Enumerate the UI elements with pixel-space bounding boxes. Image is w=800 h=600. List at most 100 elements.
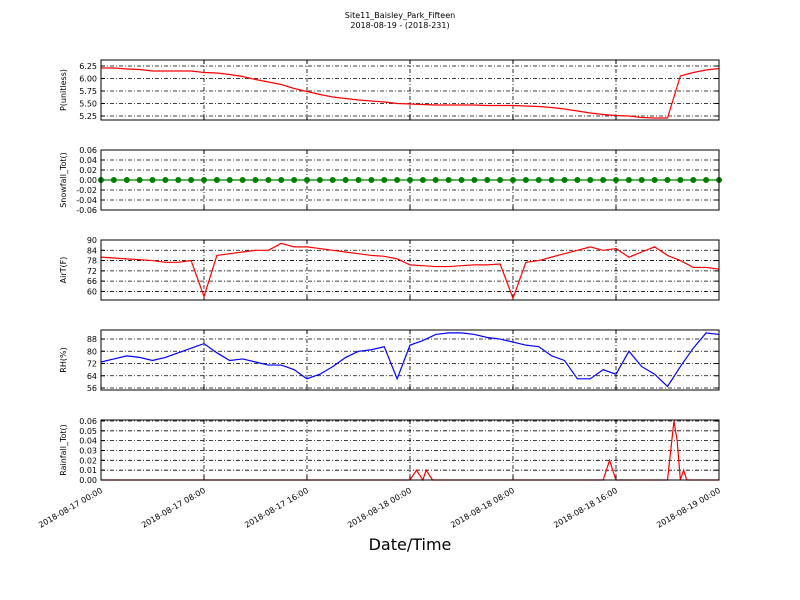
- series-marker: [265, 177, 272, 183]
- y-tick-label: 0.06: [79, 417, 97, 426]
- plot-frame: [100, 149, 720, 211]
- plot-frame: [100, 59, 720, 121]
- y-tick-label: 0.00: [79, 176, 97, 185]
- y-tick-label: 6.25: [79, 62, 97, 71]
- y-tick-label: -0.04: [76, 196, 97, 205]
- series-marker: [407, 177, 413, 183]
- series-marker: [613, 177, 619, 183]
- series-marker: [497, 177, 504, 183]
- series-marker: [291, 177, 298, 183]
- y-tick-label: 0.04: [79, 156, 97, 165]
- series-marker: [394, 177, 401, 183]
- y-tick-label: 0.06: [79, 146, 97, 155]
- series-marker: [522, 177, 529, 183]
- series-marker: [355, 177, 362, 183]
- x-tick-label: 2018-08-18 08:00: [449, 486, 516, 530]
- y-tick-label: -0.02: [76, 186, 97, 195]
- y-axis-label: Snowfall_Tot(): [59, 152, 68, 208]
- y-tick-label: 0.02: [79, 456, 97, 465]
- y-tick-label: 64: [87, 372, 97, 381]
- series-marker: [162, 177, 169, 183]
- series-line: [101, 420, 719, 482]
- series-marker: [136, 177, 143, 183]
- series-line: [100, 242, 720, 301]
- plot-frame: [100, 239, 720, 301]
- y-tick-label: 72: [87, 267, 97, 276]
- series-line: [100, 332, 720, 388]
- series-marker: [368, 177, 375, 183]
- plot-frame: [100, 329, 720, 391]
- series-marker: [123, 177, 130, 183]
- series-marker: [458, 177, 465, 183]
- y-tick-label: 60: [87, 287, 97, 296]
- x-tick-label: 2018-08-19 00:00: [655, 486, 722, 530]
- y-tick-label: 0.03: [79, 446, 97, 455]
- y-tick-label: 5.25: [79, 112, 97, 121]
- series-marker: [510, 177, 516, 183]
- series-marker: [226, 177, 233, 183]
- series-marker: [638, 177, 645, 183]
- series-marker: [703, 177, 710, 183]
- series-marker: [239, 177, 246, 183]
- series-marker: [561, 177, 568, 183]
- series-marker: [445, 177, 452, 183]
- y-tick-label: 0.01: [79, 466, 97, 475]
- y-axis-label: Rainfall_Tot(): [59, 424, 68, 476]
- series-marker: [625, 177, 632, 183]
- y-tick-label: 6.00: [79, 75, 97, 84]
- x-tick-label: 2018-08-18 00:00: [346, 486, 413, 530]
- y-tick-label: 5.50: [79, 100, 97, 109]
- figure-subtitle: 2018-08-19 - (2018-231): [350, 21, 449, 30]
- series-marker: [252, 177, 259, 183]
- figure-title: Site11_Baisley_Park_Fifteen: [345, 11, 455, 20]
- series-marker: [664, 177, 671, 183]
- series-marker: [651, 177, 658, 183]
- series-marker: [329, 177, 336, 183]
- series-marker: [149, 177, 156, 183]
- series-marker: [175, 177, 182, 183]
- x-tick-label: 2018-08-17 00:00: [37, 486, 104, 530]
- y-tick-label: -0.06: [76, 206, 97, 215]
- x-tick-label: 2018-08-17 08:00: [140, 486, 207, 530]
- series-marker: [278, 177, 285, 183]
- series-marker: [587, 177, 594, 183]
- x-tick-label: 2018-08-17 16:00: [243, 486, 310, 530]
- series-marker: [316, 177, 323, 183]
- y-axis-label: AirT(F): [59, 257, 68, 284]
- series-marker: [304, 177, 310, 183]
- x-tick-label: 2018-08-18 16:00: [552, 486, 619, 530]
- series-marker: [342, 177, 349, 183]
- series-marker: [419, 177, 426, 183]
- series-marker: [484, 177, 491, 183]
- series-marker: [471, 177, 478, 183]
- y-tick-label: 88: [87, 335, 97, 344]
- series-marker: [432, 177, 439, 183]
- y-axis-label: P(unitless): [59, 69, 68, 111]
- series-marker: [381, 177, 388, 183]
- y-axis-label: RH(%): [59, 347, 68, 372]
- y-tick-label: 84: [87, 246, 97, 255]
- series-marker: [548, 177, 555, 183]
- y-tick-label: 0.04: [79, 437, 97, 446]
- y-tick-label: 56: [87, 384, 97, 393]
- series-marker: [188, 177, 195, 183]
- y-tick-label: 80: [87, 347, 97, 356]
- x-axis-label: Date/Time: [369, 535, 452, 554]
- y-tick-label: 66: [87, 277, 97, 286]
- series-marker: [201, 177, 207, 183]
- series-marker: [574, 177, 581, 183]
- series-line: [101, 67, 720, 119]
- plot-frame: [100, 419, 720, 481]
- y-tick-label: 5.75: [79, 87, 97, 96]
- y-tick-label: 0.00: [79, 476, 97, 485]
- series-marker: [690, 177, 697, 183]
- y-tick-label: 0.05: [79, 427, 97, 436]
- y-tick-label: 90: [87, 236, 97, 245]
- series-marker: [600, 177, 607, 183]
- series-marker: [213, 177, 220, 183]
- series-marker: [110, 177, 117, 183]
- y-tick-label: 72: [87, 360, 97, 369]
- series-marker: [535, 177, 542, 183]
- series-marker: [677, 177, 684, 183]
